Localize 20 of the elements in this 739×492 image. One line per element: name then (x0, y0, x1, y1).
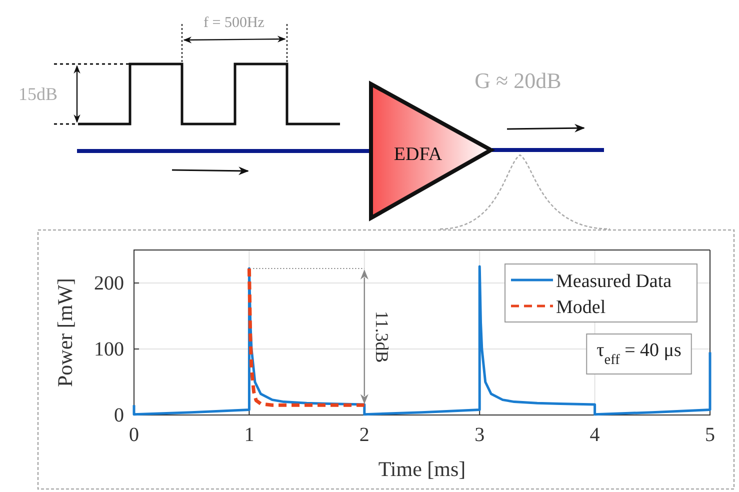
legend-label: Model (556, 297, 606, 318)
legend-label: Measured Data (556, 271, 672, 292)
x-axis-title: Time [ms] (378, 457, 466, 481)
y-tick-label: 100 (94, 338, 124, 360)
line-series (247, 266, 366, 407)
x-tick-label: 3 (474, 424, 485, 446)
text: 15dB (18, 84, 58, 104)
text: f = 500Hz (204, 15, 265, 31)
x-tick-label: 2 (359, 424, 370, 446)
x-tick-label: 5 (705, 424, 715, 446)
text: EDFA (394, 144, 442, 165)
text: G ≈ 20dB (474, 68, 562, 93)
x-tick-label: 1 (244, 424, 254, 446)
y-tick-label: 200 (94, 272, 124, 294)
annotation: τ$_{eff}$ = 40 μs (596, 340, 682, 368)
x-tick-label: 0 (129, 424, 139, 446)
x-tick-label: 4 (590, 424, 600, 446)
annotation: 11.3dB (372, 310, 392, 363)
y-axis-title: Power [mW] (53, 278, 77, 388)
y-tick-label: 0 (114, 404, 124, 426)
